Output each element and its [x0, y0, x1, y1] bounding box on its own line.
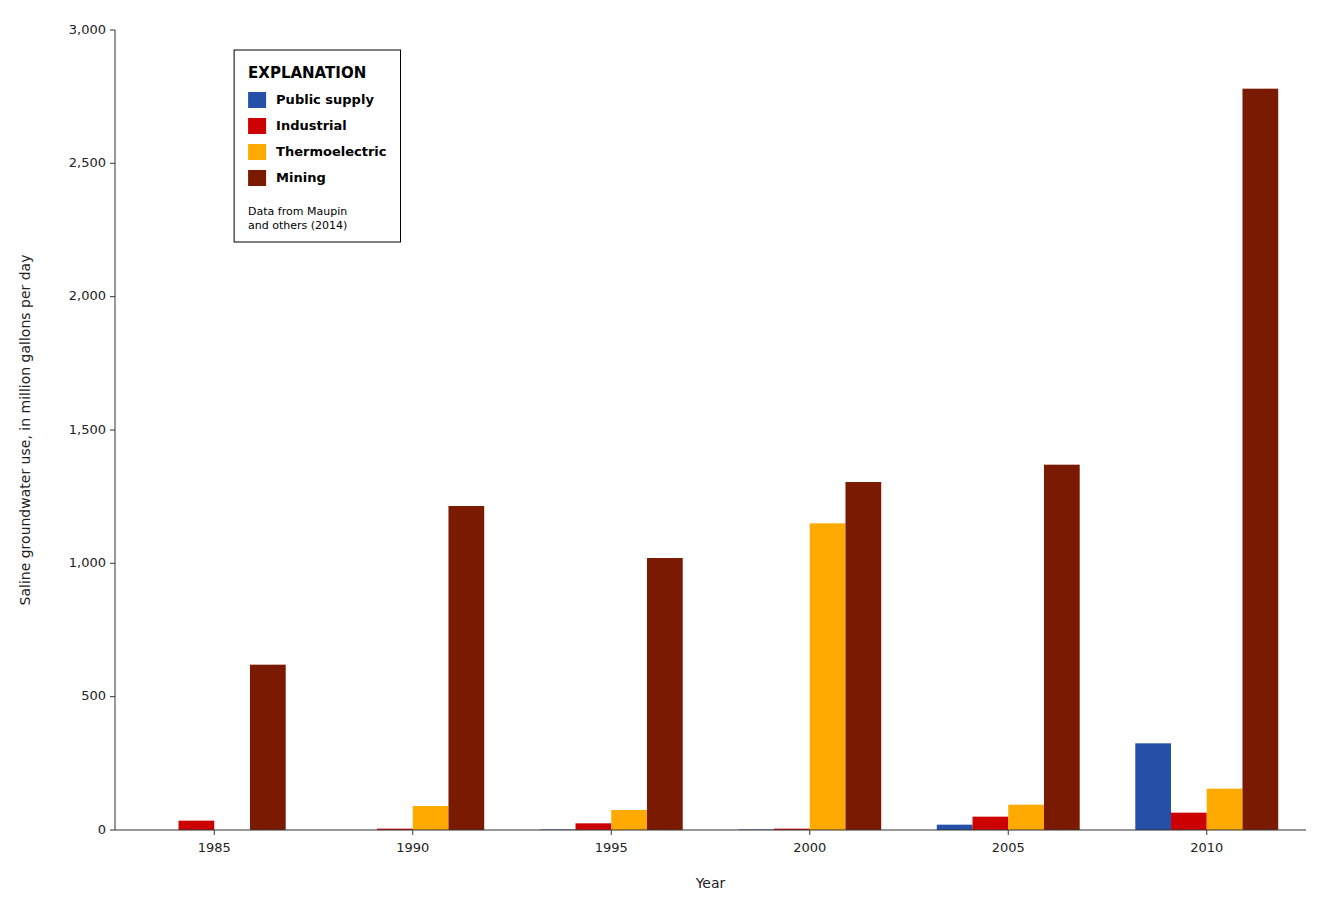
y-tick-label: 0: [98, 822, 106, 837]
legend-entry: Mining: [276, 170, 326, 185]
legend-entry: Public supply: [276, 92, 374, 107]
y-tick-label: 500: [81, 688, 106, 703]
x-tick: [412, 830, 413, 835]
legend-swatch: [248, 92, 266, 108]
bar: [937, 825, 973, 830]
y-tick: [110, 696, 115, 697]
legend-frame: [234, 50, 400, 242]
legend-note: Data from Maupinand others (2014): [248, 205, 347, 232]
x-tick-label: 2000: [793, 840, 826, 855]
bar: [845, 482, 881, 830]
bar: [1171, 813, 1207, 830]
legend-swatch: [248, 144, 266, 160]
bar: [1242, 89, 1278, 830]
y-tick: [110, 163, 115, 164]
legend-title: EXPLANATION: [248, 64, 366, 82]
legend-swatch: [248, 170, 266, 186]
x-tick: [809, 830, 810, 835]
legend-note-line: and others (2014): [248, 219, 347, 232]
y-tick: [110, 430, 115, 431]
x-tick-label: 1995: [595, 840, 628, 855]
y-tick-label: 3,000: [69, 22, 106, 37]
x-axis-label: Year: [695, 875, 726, 891]
bar: [413, 806, 449, 830]
y-tick-label: 1,500: [69, 422, 106, 437]
bar: [647, 558, 683, 830]
legend: EXPLANATION Public supply Industrial Thermo…: [234, 50, 400, 242]
y-tick-label: 2,000: [69, 288, 106, 303]
x-tick-label: 2010: [1190, 840, 1223, 855]
x-tick-label: 1985: [198, 840, 231, 855]
bar: [1044, 465, 1080, 830]
bar: [448, 506, 484, 830]
bar: [1008, 805, 1044, 830]
y-tick: [110, 563, 115, 564]
bar: [576, 823, 612, 830]
y-tick: [110, 296, 115, 297]
y-tick-label: 1,000: [69, 555, 106, 570]
bar: [250, 665, 286, 830]
x-tick: [611, 830, 612, 835]
bar: [611, 810, 647, 830]
x-axis-line: [115, 830, 1306, 831]
y-tick: [110, 30, 115, 31]
bar: [179, 821, 215, 830]
x-tick-label: 1990: [396, 840, 429, 855]
chart: 0 500 1,000 1,500 2,000 2,500 3,000 1985 1990 199…: [0, 0, 1336, 915]
legend-entry: Industrial: [276, 118, 347, 133]
y-tick: [110, 830, 115, 831]
bar: [810, 523, 846, 830]
x-tick-label: 2005: [992, 840, 1025, 855]
legend-entry: Thermoelectric: [276, 144, 386, 159]
bar: [973, 817, 1009, 830]
y-tick-label: 2,500: [69, 155, 106, 170]
legend-note-line: Data from Maupin: [248, 205, 347, 218]
bar: [1135, 743, 1171, 830]
x-tick: [1206, 830, 1207, 835]
x-tick: [1008, 830, 1009, 835]
bar: [1207, 789, 1243, 830]
x-tick: [214, 830, 215, 835]
y-axis-label: Saline groundwater use, in million gallo…: [17, 255, 33, 606]
legend-swatch: [248, 118, 266, 134]
